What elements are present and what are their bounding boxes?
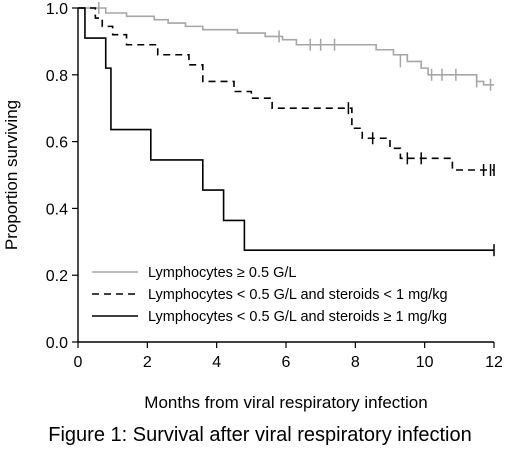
x-tick-label: 8 [351, 354, 360, 371]
y-axis-title: Proportion surviving [2, 100, 21, 250]
y-tick-label: 0.4 [46, 201, 68, 218]
series-1-curve [78, 7, 494, 86]
series-group [78, 2, 495, 257]
y-axis-ticks: 0.0 0.2 0.4 0.6 0.8 1.0 [46, 1, 78, 352]
y-tick-label: 0.0 [46, 335, 68, 352]
x-axis-title: Months from viral respiratory infection [144, 393, 427, 412]
figure-caption: Figure 1: Survival after viral respirato… [48, 424, 472, 446]
y-tick-label: 1.0 [46, 1, 68, 18]
survival-chart: 0 2 4 6 8 10 12 0.0 0.2 0.4 0.6 0.8 1.0 Months from… [2, 1, 503, 412]
series-1 [78, 2, 494, 91]
legend-label-2: Lymphocytes < 0.5 G/L and steroids < 1 m… [148, 287, 448, 303]
x-tick-label: 4 [212, 354, 221, 371]
legend-label-1: Lymphocytes ≥ 0.5 G/L [148, 265, 296, 281]
legend-label-3: Lymphocytes < 0.5 G/L and steroids ≥ 1 m… [148, 309, 447, 325]
y-tick-label: 0.6 [46, 135, 68, 152]
series-3 [78, 7, 495, 257]
legend: Lymphocytes ≥ 0.5 G/L Lymphocytes < 0.5 G… [92, 265, 448, 325]
y-tick-label: 0.2 [46, 268, 68, 285]
x-tick-label: 6 [282, 354, 291, 371]
series-3-curve [78, 7, 494, 251]
series-2-curve [78, 7, 494, 171]
x-tick-label: 12 [485, 354, 503, 371]
x-tick-label: 10 [416, 354, 434, 371]
x-tick-label: 0 [74, 354, 83, 371]
x-tick-label: 2 [143, 354, 152, 371]
series-2 [78, 7, 495, 176]
x-axis-ticks: 0 2 4 6 8 10 12 [74, 342, 503, 371]
y-tick-label: 0.8 [46, 68, 68, 85]
